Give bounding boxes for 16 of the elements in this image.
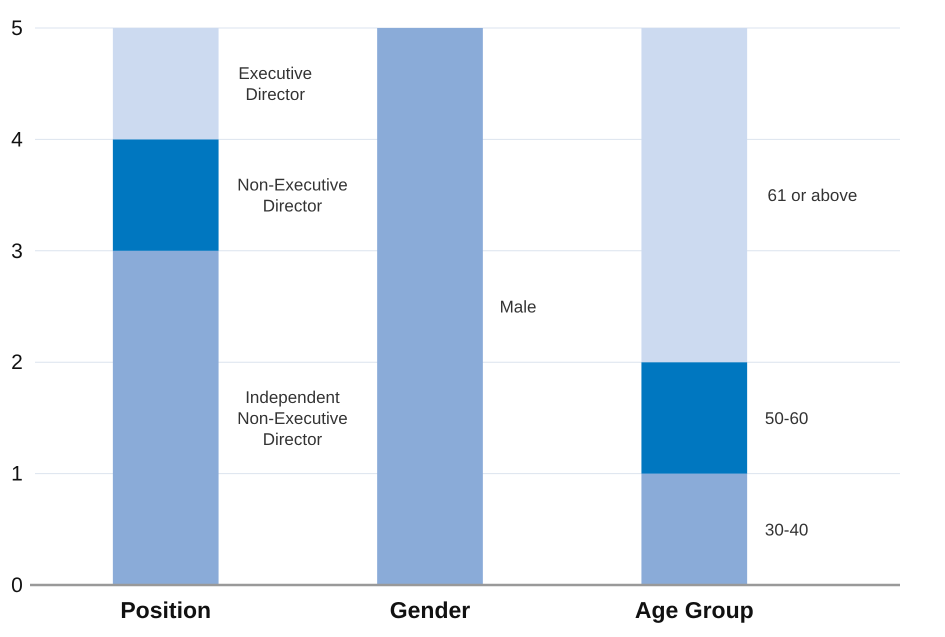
series-label: Non-Executive Director xyxy=(237,176,348,216)
series-label: Executive Director xyxy=(238,64,312,104)
series-label: Independent Non-Executive Director xyxy=(237,388,348,449)
y-tick-label: 4 xyxy=(11,128,24,152)
x-tick-label: Age Group xyxy=(634,597,754,623)
x-tick-label: Position xyxy=(120,597,212,623)
y-tick-label: 5 xyxy=(11,17,23,40)
x-tick-label: Gender xyxy=(390,597,470,623)
y-tick-label: 2 xyxy=(11,351,23,374)
y-tick-label: 0 xyxy=(11,574,23,597)
series-label: 30-40 xyxy=(764,520,808,540)
y-tick-label: 3 xyxy=(11,240,23,263)
series-label: Male xyxy=(500,298,536,316)
y-tick-label: 1 xyxy=(11,462,23,486)
series-label: 50-60 xyxy=(764,408,808,428)
series-label: 61 or above xyxy=(768,186,858,206)
